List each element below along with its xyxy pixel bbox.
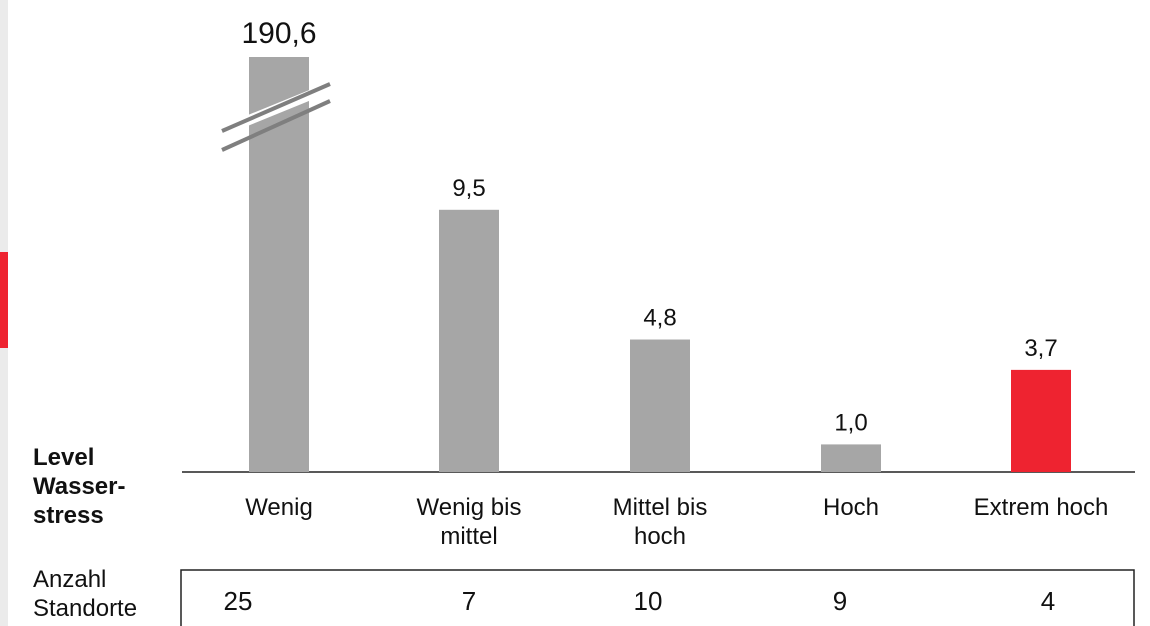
bar-hoch [821, 444, 881, 472]
value-label-mittel-bis-hoch: 4,8 [643, 305, 676, 332]
bar-mittel-bis-hoch [630, 339, 690, 472]
bar-extrem-hoch [1011, 369, 1071, 472]
count-value-extrem-hoch: 4 [1041, 586, 1055, 616]
bar-wenig-bis-mittel [439, 209, 499, 473]
anzahl-standorte-label: Anzahl Standorte [33, 566, 138, 622]
category-label-wenig: Wenig [245, 494, 313, 521]
accent-marker [0, 252, 8, 348]
value-label-extrem-hoch: 3,7 [1024, 335, 1057, 362]
category-label-hoch: Hoch [823, 494, 879, 521]
counts-box [180, 569, 1135, 626]
level-wasserstress-label: Level Wasser- stress [33, 444, 126, 529]
value-label-wenig-bis-mittel: 9,5 [452, 175, 485, 202]
value-label-wenig: 190,6 [241, 17, 316, 50]
category-label-wenig-bis-mittel: Wenig bis mittel [417, 494, 522, 550]
category-label-mittel-bis-hoch: Mittel bis hoch [613, 494, 708, 550]
count-value-hoch: 9 [833, 586, 847, 616]
category-label-extrem-hoch: Extrem hoch [974, 494, 1109, 521]
count-value-wenig: 25 [224, 586, 253, 616]
axis-break-line-upper [221, 82, 331, 133]
value-label-hoch: 1,0 [834, 409, 867, 436]
count-value-wenig-bis-mittel: 7 [462, 586, 476, 616]
count-value-mittel-bis-hoch: 10 [634, 586, 663, 616]
axis-break-line-lower [221, 99, 331, 152]
